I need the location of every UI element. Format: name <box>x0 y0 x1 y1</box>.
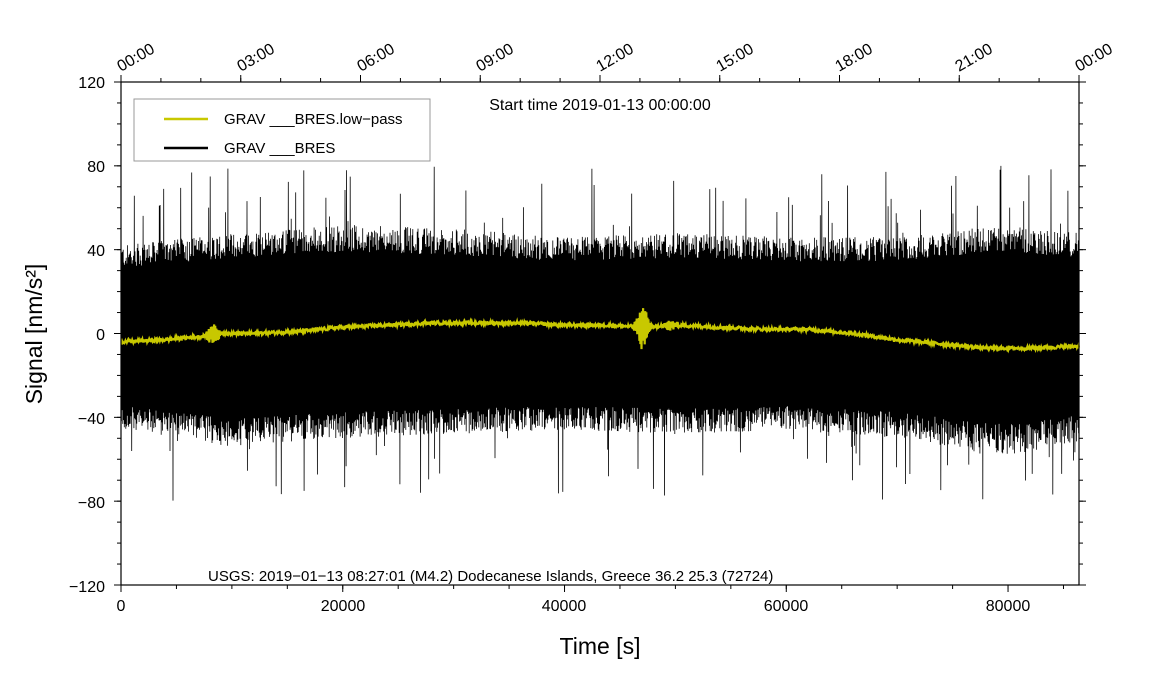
raw-signal-core-band <box>121 273 1079 401</box>
x-axis-title: Time [s] <box>560 633 641 659</box>
x-tick-label: 20000 <box>321 598 366 615</box>
lowpass-signal-line <box>120 308 1081 354</box>
axis-ticks <box>114 75 1086 592</box>
y-axis-title: Signal [nm/s²] <box>21 264 47 405</box>
legend-box <box>133 98 431 162</box>
x-tick-label: 60000 <box>764 598 809 615</box>
y-tick-label: 40 <box>87 243 105 260</box>
legend: GRAV ___BRES.low−pass GRAV ___BRES <box>133 98 431 162</box>
lowpass-signal-series <box>120 308 1081 354</box>
x-axis-labels: 0 20000 40000 60000 80000 <box>117 598 1031 615</box>
x-tick-label: 0 <box>117 598 126 615</box>
raw-signal-series <box>120 165 1080 501</box>
plot-frame <box>120 81 1080 586</box>
legend-label-raw: GRAV ___BRES <box>224 140 335 157</box>
legend-label-lowpass: GRAV ___BRES.low−pass <box>224 111 403 128</box>
y-tick-label: −120 <box>69 579 105 596</box>
x-tick-label: 40000 <box>542 598 587 615</box>
event-annotation: USGS: 2019−01−13 08:27:01 (M4.2) Dodecan… <box>208 568 773 585</box>
y-tick-label: −80 <box>78 495 105 512</box>
x-tick-label: 80000 <box>986 598 1031 615</box>
y-tick-label: −40 <box>78 411 105 428</box>
y-tick-label: 120 <box>78 75 105 92</box>
y-tick-label: 0 <box>96 327 105 344</box>
y-axis-labels: 120 80 40 0 −40 −80 −120 <box>69 75 105 596</box>
chart-title: Start time 2019-01-13 00:00:00 <box>489 97 711 114</box>
y-tick-label: 80 <box>87 159 105 176</box>
